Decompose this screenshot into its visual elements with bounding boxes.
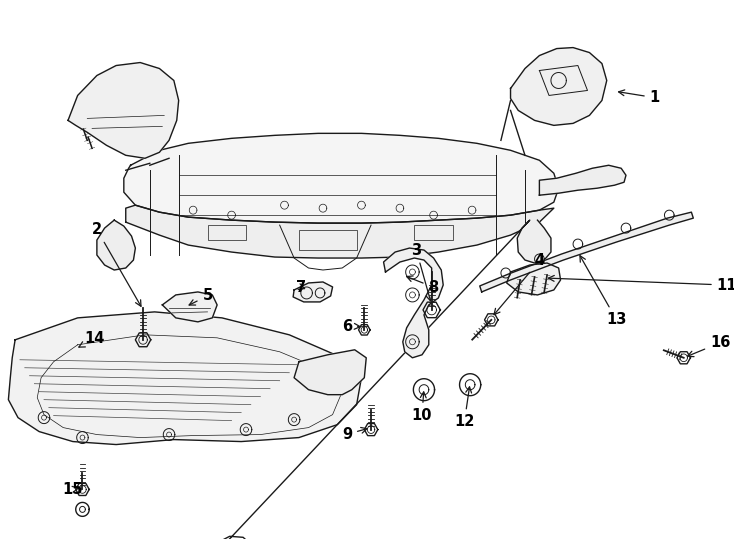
Text: 5: 5: [189, 288, 213, 305]
Text: 11: 11: [548, 275, 734, 293]
Text: 3: 3: [411, 242, 432, 301]
Text: 9: 9: [342, 427, 367, 442]
Text: 12: 12: [454, 387, 475, 429]
Text: 15: 15: [62, 482, 83, 497]
Polygon shape: [126, 205, 554, 258]
Polygon shape: [162, 292, 217, 322]
Text: 7: 7: [296, 280, 306, 295]
Polygon shape: [68, 63, 178, 158]
Text: 16: 16: [688, 335, 730, 356]
Polygon shape: [517, 220, 551, 263]
Text: 13: 13: [580, 255, 627, 327]
Polygon shape: [97, 220, 135, 270]
Text: 14: 14: [79, 331, 105, 347]
Polygon shape: [506, 263, 561, 295]
Polygon shape: [480, 212, 694, 292]
Bar: [414, 225, 453, 240]
Polygon shape: [539, 165, 626, 195]
Polygon shape: [511, 48, 607, 125]
Bar: [208, 225, 246, 240]
Polygon shape: [294, 350, 366, 395]
Text: 1: 1: [619, 90, 660, 105]
Polygon shape: [124, 133, 559, 223]
Polygon shape: [8, 312, 361, 444]
Bar: [299, 230, 357, 250]
Text: 2: 2: [92, 222, 141, 306]
Text: 10: 10: [412, 392, 432, 423]
Text: 6: 6: [342, 319, 360, 334]
Text: 4: 4: [494, 253, 545, 315]
Text: 8: 8: [407, 276, 439, 295]
Polygon shape: [384, 248, 443, 358]
Polygon shape: [293, 282, 333, 302]
